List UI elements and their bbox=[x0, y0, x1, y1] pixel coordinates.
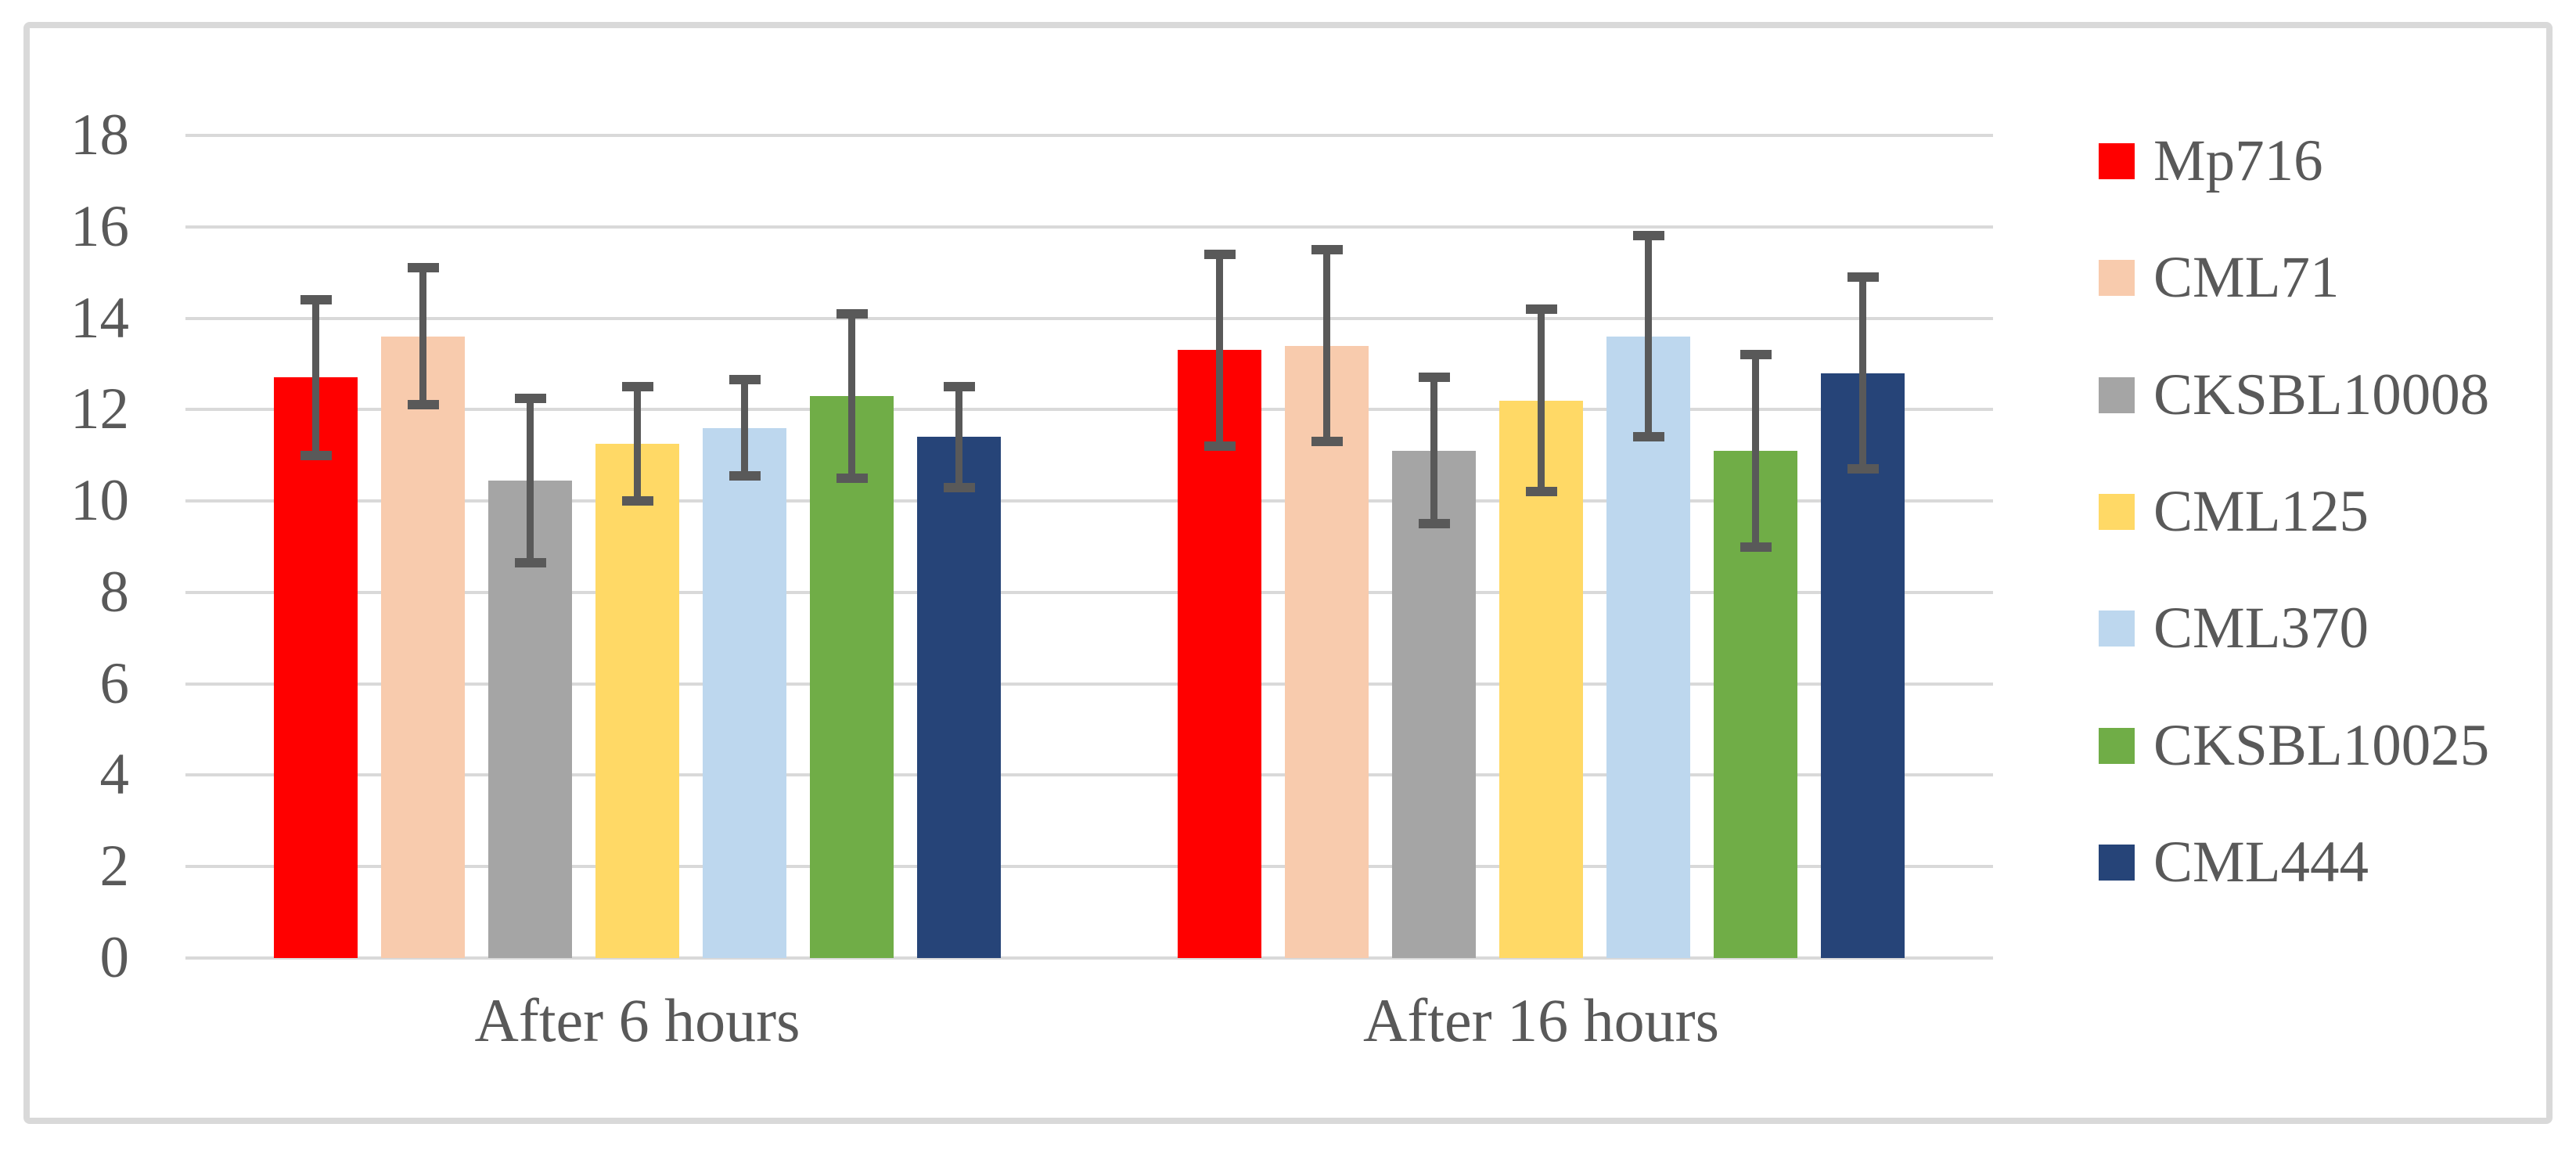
legend-swatch-cksbl10008 bbox=[2099, 376, 2135, 413]
error-bar-cap-top bbox=[1740, 350, 1772, 360]
bar-mp716-group1 bbox=[274, 377, 358, 958]
error-bar-cap-bottom bbox=[1525, 487, 1557, 497]
error-bar-cap-bottom bbox=[1632, 432, 1664, 442]
y-axis-tick-label: 4 bbox=[99, 742, 130, 808]
y-axis-tick-label: 10 bbox=[70, 468, 129, 534]
legend-label-cml125: CML125 bbox=[2153, 478, 2369, 544]
error-bar-cap-bottom bbox=[407, 400, 439, 410]
error-bar-cap-top bbox=[407, 263, 439, 273]
gridline bbox=[185, 408, 1993, 412]
error-bar-cap-top bbox=[1847, 272, 1879, 282]
y-axis-tick-label: 0 bbox=[99, 925, 130, 990]
error-bar-cap-top bbox=[729, 375, 761, 385]
error-bar-line bbox=[312, 300, 319, 456]
legend-label-cml370: CML370 bbox=[2153, 596, 2369, 661]
bar-cml370-group1 bbox=[703, 427, 786, 958]
error-bar-line bbox=[1859, 277, 1866, 470]
legend-swatch-mp716 bbox=[2099, 143, 2135, 179]
error-bar-cap-top bbox=[1311, 244, 1343, 254]
error-bar-cap-top bbox=[836, 308, 868, 319]
error-bar-line bbox=[1752, 355, 1759, 547]
error-bar-line bbox=[527, 398, 534, 563]
error-bar-cap-top bbox=[1203, 249, 1236, 259]
y-axis-tick-label: 8 bbox=[99, 559, 130, 625]
error-bar-cap-bottom bbox=[300, 450, 332, 460]
error-bar-cap-bottom bbox=[621, 496, 653, 506]
error-bar-line bbox=[634, 387, 641, 502]
y-axis-tick-label: 16 bbox=[70, 193, 129, 259]
error-bar-line bbox=[1538, 308, 1545, 492]
error-bar-cap-bottom bbox=[836, 473, 868, 483]
legend-label-cml444: CML444 bbox=[2153, 829, 2369, 895]
bar-cml125-group1 bbox=[595, 444, 679, 958]
error-bar-cap-bottom bbox=[943, 482, 975, 492]
legend-swatch-cml125 bbox=[2099, 493, 2135, 530]
bar-cksbl10025-group1 bbox=[810, 395, 894, 958]
legend-label-mp716: Mp716 bbox=[2153, 128, 2323, 193]
error-bar-cap-top bbox=[943, 382, 975, 392]
error-bar-line bbox=[741, 380, 748, 476]
error-bar-cap-bottom bbox=[1740, 542, 1772, 552]
x-axis-category-label: After 16 hours bbox=[1363, 986, 1719, 1054]
gridline bbox=[185, 956, 1993, 960]
error-bar-cap-bottom bbox=[1847, 464, 1879, 474]
gridline bbox=[185, 499, 1993, 503]
error-bar-line bbox=[1323, 249, 1330, 442]
error-bar-cap-bottom bbox=[514, 557, 546, 567]
gridline bbox=[185, 225, 1993, 229]
legend-swatch-cml370 bbox=[2099, 611, 2135, 647]
error-bar-line bbox=[848, 313, 855, 478]
error-bar-cap-top bbox=[1525, 304, 1557, 314]
legend-label-cksbl10008: CKSBL10008 bbox=[2153, 362, 2490, 427]
error-bar-line bbox=[955, 387, 962, 488]
error-bar-cap-top bbox=[621, 382, 653, 392]
y-axis-tick-label: 14 bbox=[70, 285, 129, 351]
error-bar-cap-bottom bbox=[729, 470, 761, 481]
y-axis-tick-label: 12 bbox=[70, 376, 129, 442]
error-bar-line bbox=[419, 268, 426, 405]
legend-swatch-cksbl10025 bbox=[2099, 727, 2135, 764]
error-bar-line bbox=[1430, 377, 1437, 524]
legend-swatch-cml71 bbox=[2099, 260, 2135, 297]
error-bar-cap-bottom bbox=[1418, 519, 1450, 529]
error-bar-cap-bottom bbox=[1311, 437, 1343, 447]
bar-cml71-group1 bbox=[381, 336, 465, 958]
gridline bbox=[185, 682, 1993, 686]
legend-swatch-cml444 bbox=[2099, 844, 2135, 881]
legend-label-cksbl10025: CKSBL10025 bbox=[2153, 712, 2490, 778]
gridline bbox=[185, 865, 1993, 869]
bar-cksbl10008-group2 bbox=[1392, 450, 1476, 958]
gridline bbox=[185, 773, 1993, 777]
error-bar-cap-top bbox=[1632, 231, 1664, 241]
bar-cml71-group2 bbox=[1285, 345, 1369, 958]
bar-mp716-group2 bbox=[1178, 350, 1261, 958]
legend-label-cml71: CML71 bbox=[2153, 245, 2340, 311]
gridline bbox=[185, 590, 1993, 594]
y-axis-tick-label: 18 bbox=[70, 103, 129, 167]
error-bar-line bbox=[1216, 254, 1223, 447]
error-bar-line bbox=[1645, 236, 1652, 438]
error-bar-cap-top bbox=[514, 393, 546, 403]
error-bar-cap-bottom bbox=[1203, 441, 1236, 452]
x-axis-category-label: After 6 hours bbox=[474, 986, 801, 1054]
gridline bbox=[185, 134, 1993, 137]
error-bar-cap-top bbox=[300, 295, 332, 305]
error-bar-cap-top bbox=[1418, 373, 1450, 383]
gridline bbox=[185, 316, 1993, 320]
bar-cml444-group1 bbox=[917, 437, 1001, 958]
y-axis-tick-label: 6 bbox=[99, 650, 130, 716]
y-axis-tick-label: 2 bbox=[99, 834, 130, 899]
